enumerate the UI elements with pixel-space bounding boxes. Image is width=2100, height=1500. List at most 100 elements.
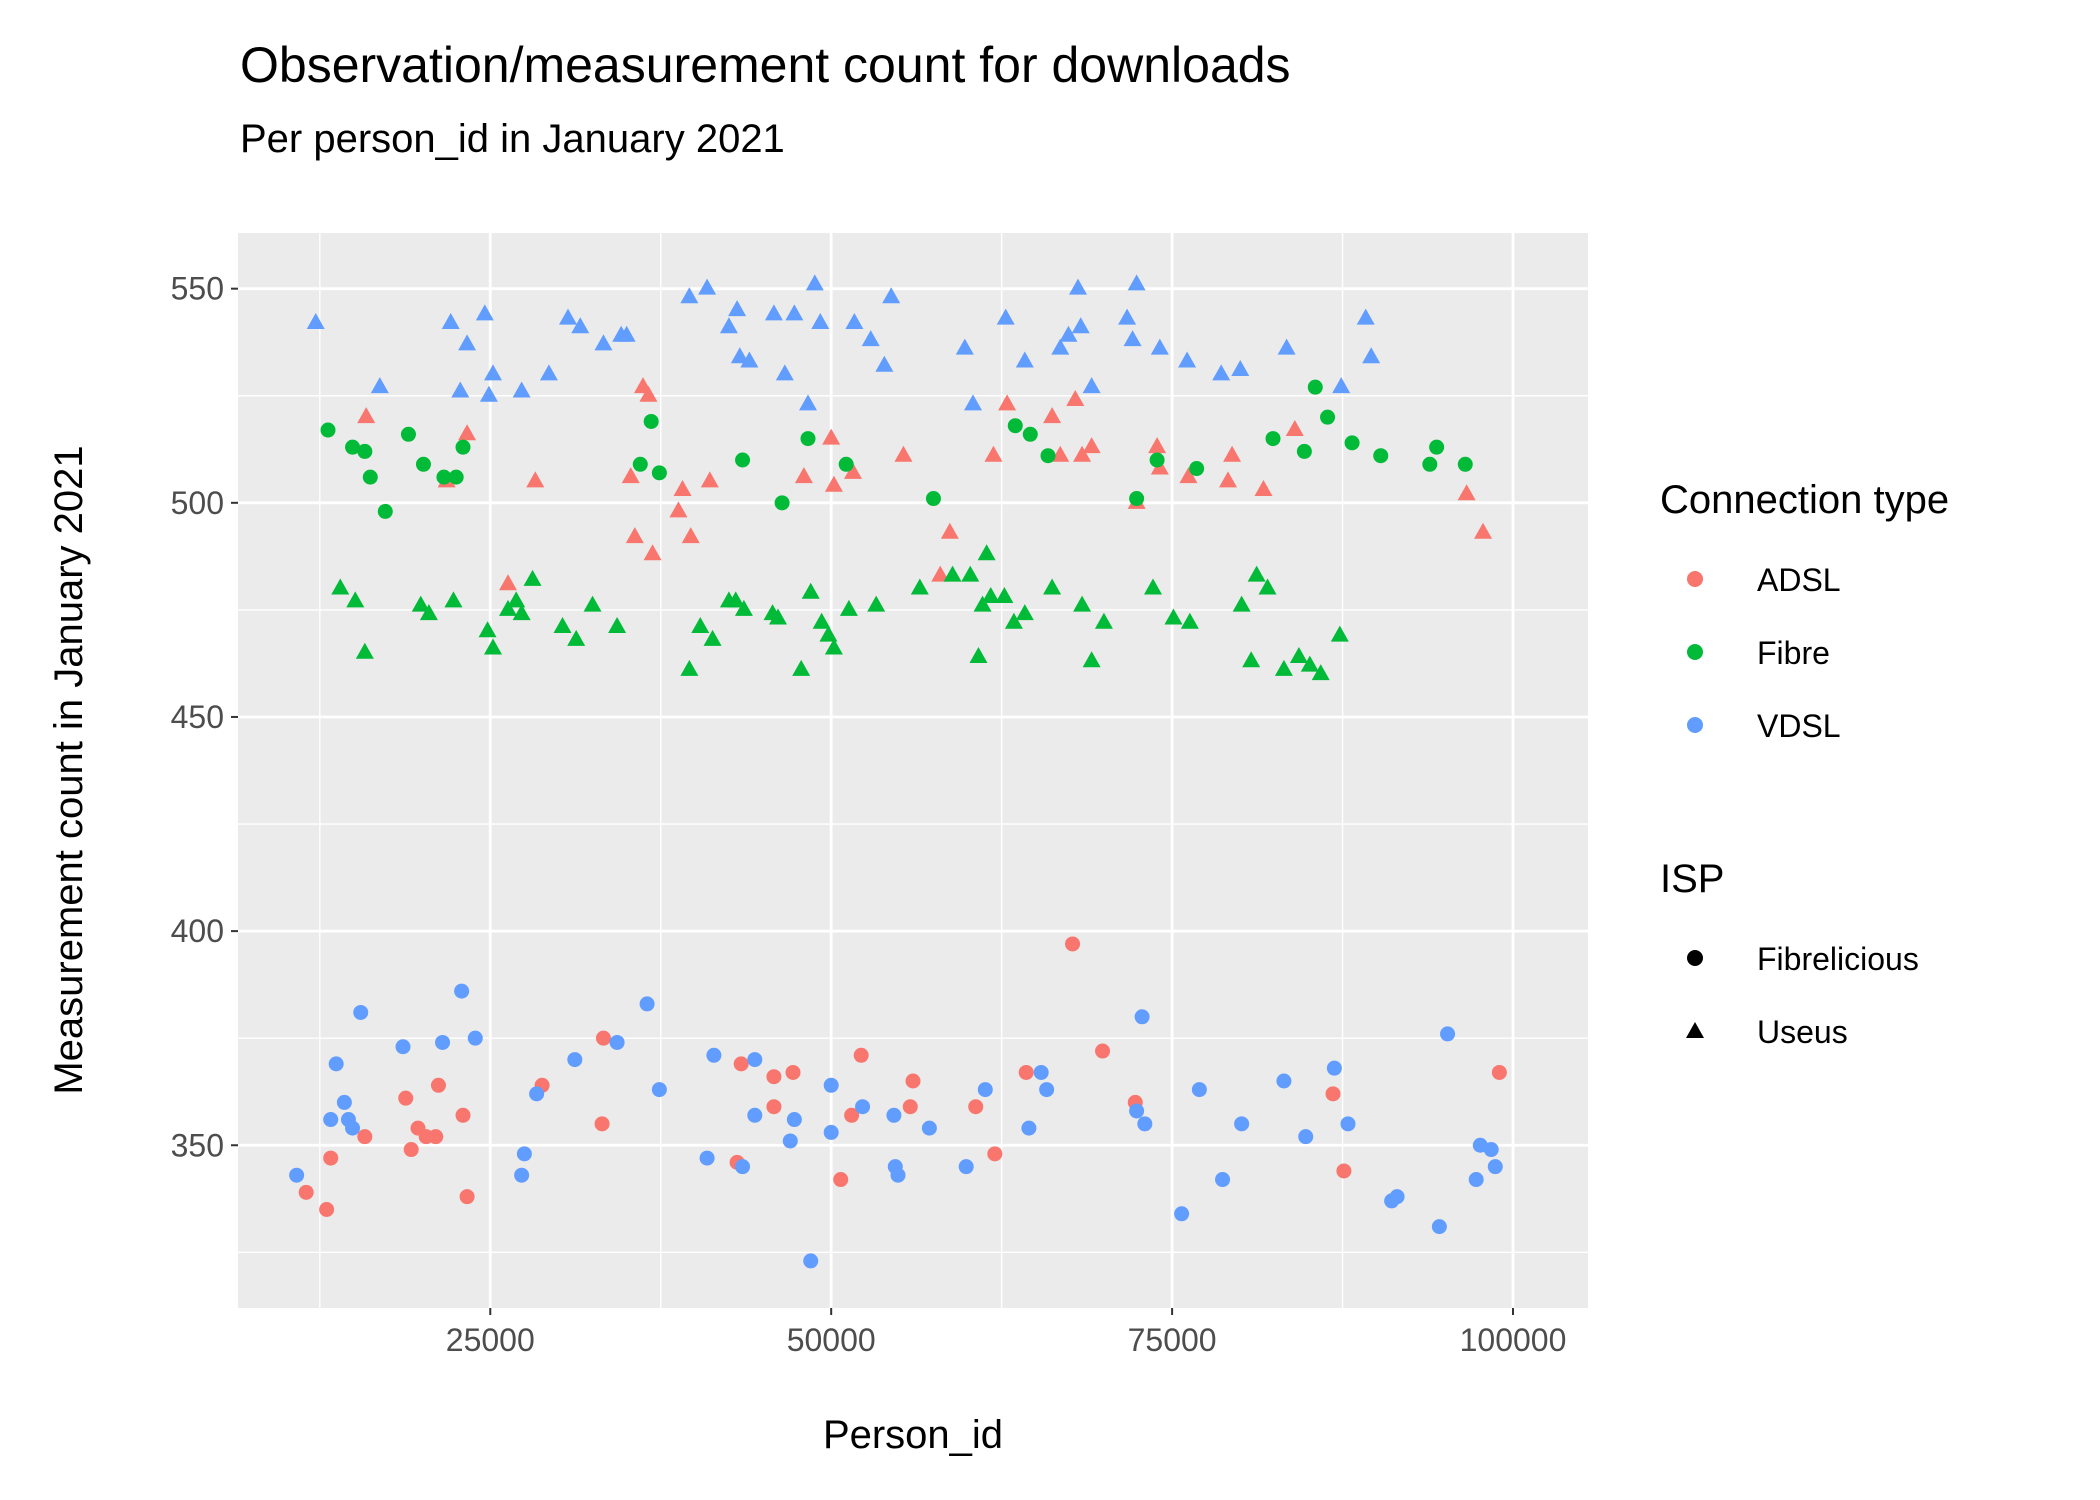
point-fibre-useus	[444, 591, 463, 608]
point-vdsl-fibrelicious	[1483, 1142, 1499, 1158]
point-fibre-fibrelicious	[735, 452, 751, 468]
point-adsl-useus	[984, 445, 1003, 462]
point-vdsl-useus	[785, 304, 804, 321]
point-fibre-fibrelicious	[632, 456, 648, 472]
point-vdsl-useus	[475, 304, 494, 321]
point-fibre-fibrelicious	[320, 422, 336, 438]
point-fibre-useus	[1289, 647, 1308, 664]
point-vdsl-useus	[1015, 351, 1034, 368]
point-vdsl-useus	[1069, 278, 1087, 295]
point-fibre-fibrelicious	[1129, 491, 1145, 507]
point-vdsl-useus	[1277, 338, 1296, 355]
point-vdsl-useus	[479, 385, 498, 402]
point-fibre-fibrelicious	[436, 469, 452, 485]
point-vdsl-useus	[1127, 274, 1146, 291]
point-fibre-useus	[981, 587, 1000, 604]
point-adsl-fibrelicious	[298, 1184, 314, 1200]
point-vdsl-fibrelicious	[639, 996, 655, 1012]
point-vdsl-useus	[799, 394, 817, 411]
point-vdsl-fibrelicious	[289, 1167, 305, 1183]
point-adsl-fibrelicious	[403, 1142, 419, 1158]
point-adsl-fibrelicious	[430, 1077, 446, 1093]
point-vdsl-useus	[1123, 330, 1142, 347]
point-adsl-fibrelicious	[595, 1030, 611, 1046]
y-axis-ticks: 350 400 450 500 550	[171, 271, 238, 1163]
point-vdsl-fibrelicious	[529, 1086, 545, 1102]
point-vdsl-useus	[451, 381, 470, 398]
point-adsl-fibrelicious	[1325, 1086, 1341, 1102]
x-axis-ticks: 25000 50000 75000 100000	[446, 1308, 1566, 1358]
legend-key-fibre	[1687, 644, 1703, 660]
point-fibre-useus	[523, 569, 542, 586]
point-vdsl-useus	[571, 317, 590, 334]
point-vdsl-useus	[680, 287, 699, 304]
point-fibre-useus	[961, 565, 980, 582]
point-adsl-fibrelicious	[853, 1047, 869, 1063]
point-vdsl-useus	[1231, 360, 1250, 377]
point-vdsl-fibrelicious	[353, 1004, 369, 1020]
point-vdsl-useus	[484, 364, 502, 381]
point-vdsl-useus	[594, 334, 613, 351]
y-tick-label: 550	[171, 271, 224, 307]
point-fibre-useus	[824, 638, 843, 655]
point-fibre-fibrelicious	[345, 439, 361, 455]
y-tick-label: 500	[171, 485, 224, 521]
point-adsl-fibrelicious	[766, 1099, 782, 1115]
point-vdsl-useus	[775, 364, 794, 381]
point-adsl-fibrelicious	[905, 1073, 921, 1089]
point-fibre-useus	[1004, 612, 1023, 629]
point-fibre-fibrelicious	[1040, 448, 1056, 464]
point-fibre-useus	[484, 638, 502, 655]
point-fibre-useus	[419, 604, 438, 621]
point-vdsl-fibrelicious	[1137, 1116, 1153, 1132]
point-adsl-fibrelicious	[1491, 1064, 1507, 1080]
point-vdsl-useus	[1332, 377, 1351, 394]
point-fibre-useus	[567, 629, 586, 646]
point-vdsl-fibrelicious	[786, 1112, 802, 1128]
point-fibre-fibrelicious	[362, 469, 378, 485]
point-fibre-useus	[703, 629, 722, 646]
point-vdsl-useus	[1118, 308, 1137, 325]
legend-label-useus: Useus	[1757, 1014, 1848, 1050]
point-vdsl-fibrelicious	[782, 1133, 798, 1149]
point-fibre-useus	[1232, 595, 1251, 612]
point-adsl-useus	[1043, 407, 1062, 424]
y-tick-label: 350	[171, 1127, 224, 1163]
point-adsl-useus	[1219, 471, 1237, 488]
point-fibre-useus	[1180, 612, 1199, 629]
point-vdsl-fibrelicious	[1039, 1082, 1055, 1098]
point-vdsl-fibrelicious	[336, 1094, 352, 1110]
legend-label-fibre: Fibre	[1757, 635, 1830, 671]
point-fibre-useus	[478, 621, 497, 638]
point-fibre-useus	[726, 591, 745, 608]
point-fibre-useus	[1300, 655, 1319, 672]
point-fibre-useus	[769, 608, 787, 625]
point-vdsl-useus	[617, 325, 636, 342]
point-vdsl-useus	[1059, 325, 1078, 342]
point-fibre-useus	[331, 578, 350, 595]
point-adsl-useus	[1223, 445, 1242, 462]
point-fibre-fibrelicious	[1344, 435, 1360, 451]
point-adsl-useus	[458, 424, 477, 441]
point-fibre-useus	[1094, 612, 1113, 629]
legend-color-title: Connection type	[1660, 478, 1949, 522]
point-fibre-fibrelicious	[1265, 431, 1281, 447]
point-adsl-useus	[1051, 445, 1070, 462]
point-vdsl-fibrelicious	[1134, 1009, 1150, 1025]
data-points	[289, 274, 1507, 1269]
point-fibre-fibrelicious	[1007, 418, 1023, 434]
point-fibre-useus	[1242, 651, 1261, 668]
point-vdsl-useus	[875, 355, 894, 372]
legend-label-adsl: ADSL	[1757, 562, 1841, 598]
point-fibre-fibrelicious	[448, 469, 464, 485]
point-fibre-useus	[839, 599, 858, 616]
point-vdsl-fibrelicious	[823, 1077, 839, 1093]
point-fibre-useus	[355, 642, 374, 659]
point-adsl-useus	[673, 479, 692, 496]
chart-subtitle: Per person_id in January 2021	[240, 117, 785, 161]
point-fibre-fibrelicious	[1149, 452, 1165, 468]
point-adsl-useus	[824, 475, 843, 492]
point-fibre-fibrelicious	[643, 413, 659, 429]
point-fibre-fibrelicious	[455, 439, 471, 455]
point-fibre-useus	[1274, 659, 1293, 676]
